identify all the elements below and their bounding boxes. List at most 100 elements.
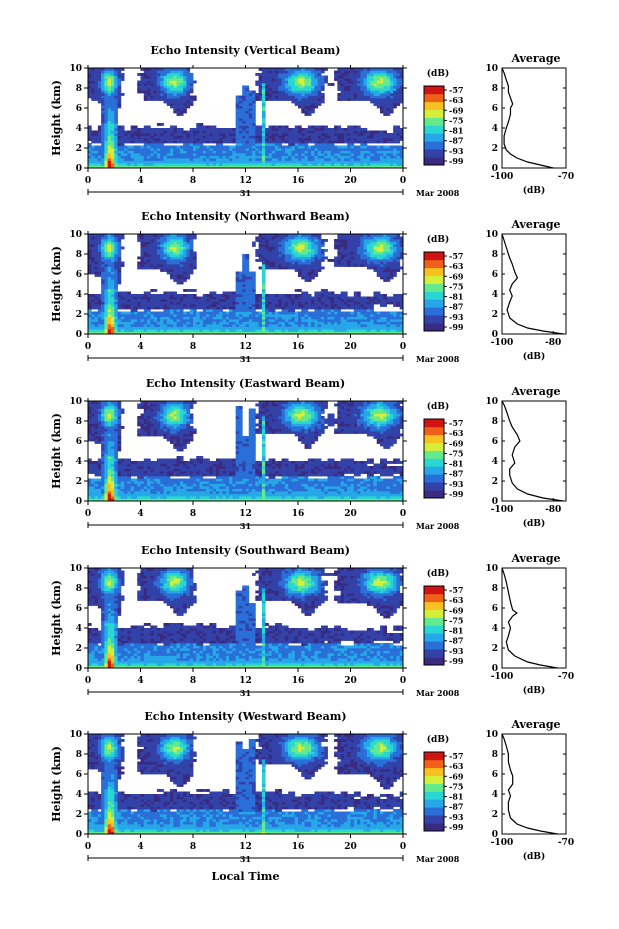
echo-cell (258, 93, 263, 96)
colorbar-swatch (424, 93, 444, 103)
echo-cell (255, 128, 260, 131)
echo-cell (229, 150, 233, 154)
echo-cell (343, 244, 348, 247)
echo-cell (97, 95, 102, 99)
echo-cell (343, 78, 348, 81)
echo-cell (261, 83, 266, 86)
echo-cell (143, 261, 148, 265)
echo-cell (173, 271, 177, 275)
echo-cell (173, 98, 177, 101)
echo-cell (91, 266, 95, 270)
echo-cell (255, 319, 260, 322)
echo-cell (186, 105, 191, 109)
echo-cell (238, 163, 243, 166)
echo-cell (130, 155, 135, 159)
echo-cell (107, 140, 112, 144)
echo-cell (206, 299, 210, 302)
echo-cell (301, 78, 305, 81)
echo-cell (284, 135, 289, 139)
echo-cell (271, 158, 276, 161)
echo-cell (383, 85, 387, 89)
echo-cell (219, 133, 223, 136)
echo-cell (275, 150, 279, 154)
echo-cell (281, 165, 286, 169)
echo-cell (215, 158, 220, 161)
echo-cell (281, 236, 286, 240)
colorbar-tick-label: -87 (449, 136, 463, 146)
echo-cell (245, 261, 250, 265)
echo-cell (179, 261, 184, 265)
echo-cell (101, 261, 105, 265)
echo-cell (376, 133, 381, 136)
echo-cell (350, 73, 355, 76)
echo-cell (307, 316, 312, 320)
echo-cell (320, 138, 325, 141)
echo-cell (110, 120, 115, 124)
echo-cell (170, 299, 174, 302)
echo-cell (206, 133, 210, 136)
echo-cell (291, 321, 296, 325)
echo-cell (275, 90, 279, 94)
echo-cell (117, 266, 122, 270)
echo-cell (340, 83, 345, 86)
echo-cell (97, 249, 102, 252)
echo-cell (291, 294, 296, 297)
echo-cell (347, 138, 351, 141)
echo-cell (258, 236, 263, 240)
echo-cell (156, 326, 161, 330)
echo-cell (153, 321, 158, 325)
echo-cell (153, 135, 158, 139)
echo-cell (291, 90, 296, 94)
echo-cell (261, 93, 266, 96)
echo-cell (252, 143, 256, 146)
echo-cell (373, 138, 378, 141)
echo-cell (261, 314, 266, 317)
echo-cell (153, 90, 158, 94)
echo-cell (94, 266, 99, 270)
echo-cell (101, 113, 105, 116)
echo-cell (304, 163, 309, 166)
echo-cell (252, 145, 256, 149)
echo-cell (189, 331, 194, 335)
echo-cell (248, 301, 253, 305)
echo-cell (301, 291, 305, 295)
echo-cell (202, 326, 207, 330)
echo-cell (91, 249, 95, 252)
echo-cell (278, 316, 282, 320)
echo-cell (298, 321, 302, 325)
echo-cell (110, 93, 115, 96)
echo-cell (357, 93, 361, 96)
echo-cell (94, 249, 99, 252)
echo-cell (337, 296, 342, 300)
echo-cell (186, 98, 191, 101)
echo-cell (268, 90, 273, 94)
profile-title: Average (510, 52, 560, 65)
echo-cell (314, 70, 319, 74)
echo-cell (229, 128, 233, 131)
echo-cell (117, 236, 122, 240)
echo-cell (393, 135, 397, 139)
profile-x-tick-label: -70 (558, 172, 574, 182)
echo-cell (373, 98, 378, 101)
echo-cell (334, 259, 338, 262)
echo-cell (320, 140, 325, 144)
echo-cell (140, 311, 145, 315)
echo-cell (176, 145, 181, 149)
echo-cell (334, 128, 338, 131)
profile-y-tick-label: 10 (485, 64, 498, 74)
echo-cell (156, 95, 161, 99)
echo-cell (311, 108, 315, 111)
echo-cell (307, 163, 312, 166)
echo-cell (219, 329, 223, 332)
echo-cell (186, 289, 191, 292)
echo-cell (150, 160, 155, 164)
echo-cell (209, 301, 214, 305)
echo-cell (91, 311, 95, 315)
echo-cell (212, 125, 217, 129)
echo-cell (291, 329, 296, 332)
profile-x-label: (dB) (523, 185, 545, 196)
echo-cell (307, 329, 312, 332)
echo-cell (396, 158, 401, 161)
echo-cell (281, 160, 286, 164)
echo-cell (281, 85, 286, 89)
